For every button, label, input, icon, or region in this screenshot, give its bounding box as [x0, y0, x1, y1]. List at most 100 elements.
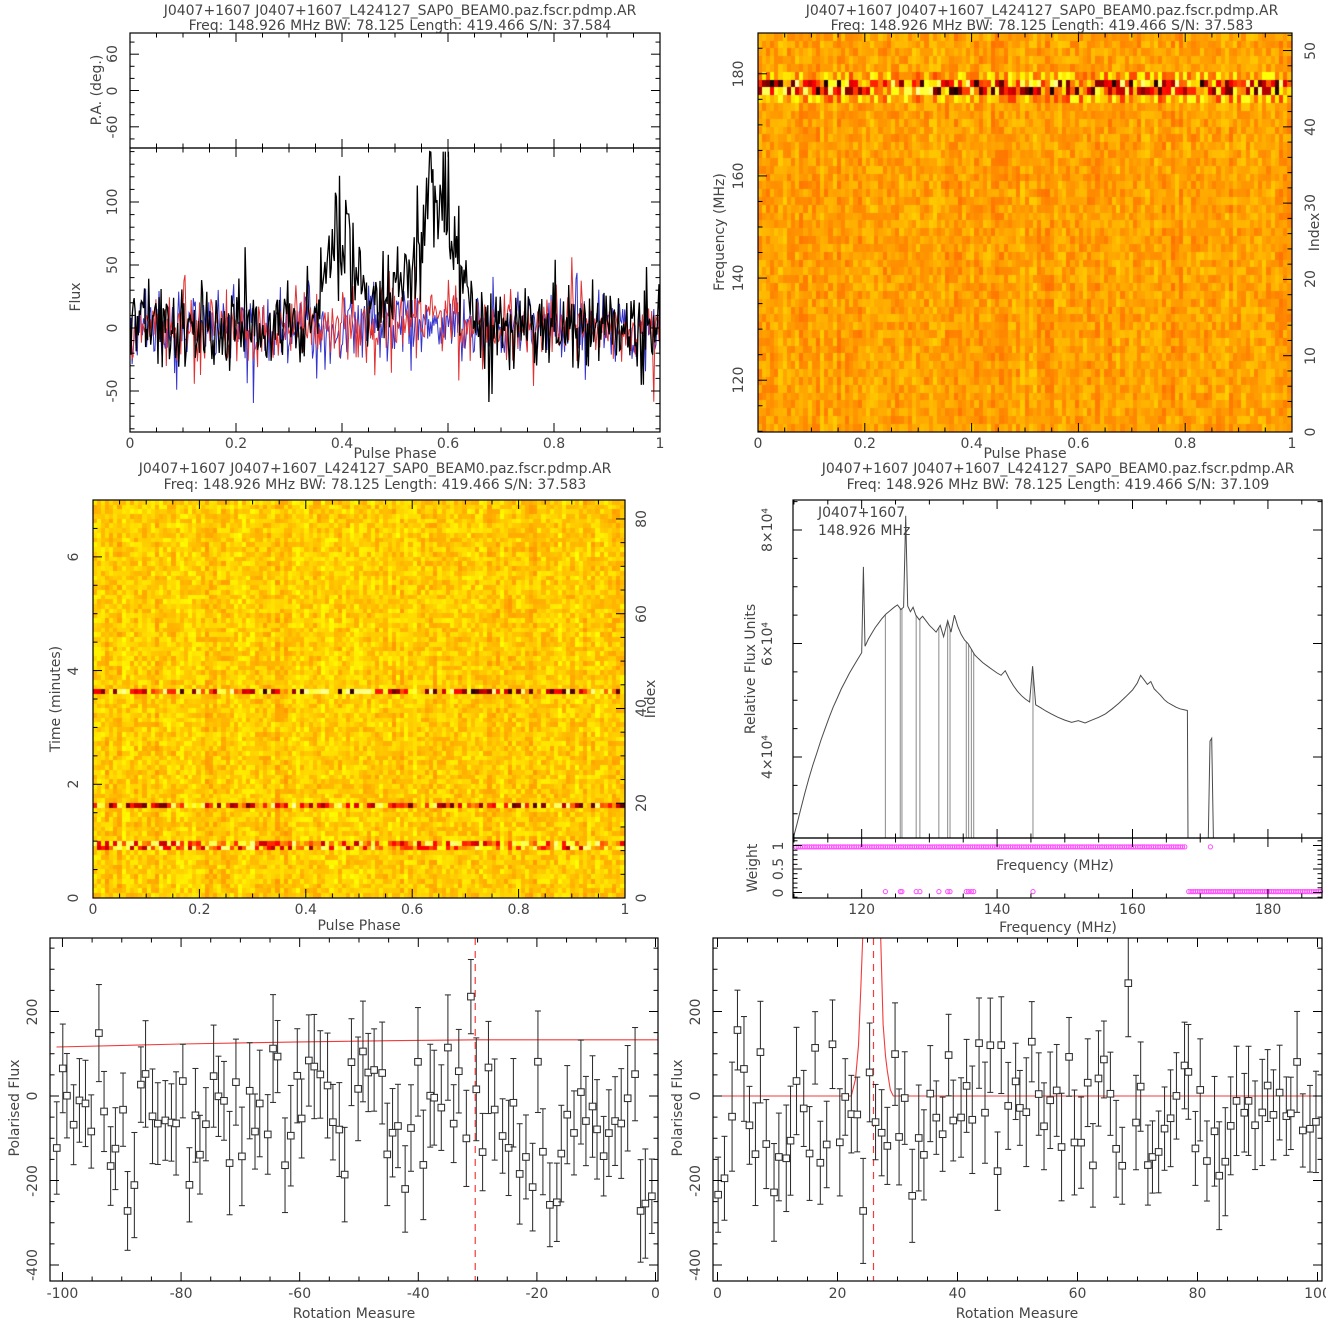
rm-data-point	[1160, 1124, 1169, 1133]
rm-data-point	[1269, 1111, 1278, 1119]
rm-data-point	[605, 1129, 613, 1137]
rm-data-point	[153, 1119, 162, 1128]
tick-label: 200	[688, 998, 704, 1025]
tick-label: 0.6	[436, 436, 460, 452]
rm-data-point	[714, 1190, 722, 1199]
rm-data-point	[1172, 1092, 1181, 1100]
tick-label: 4	[66, 666, 82, 676]
tick-label: 20	[828, 1286, 847, 1302]
rm-data-point	[498, 1132, 507, 1140]
tick-label: 160	[731, 162, 747, 190]
tick-label: 0	[105, 323, 121, 333]
tick-label: 0.8	[1174, 436, 1197, 452]
rm-data-point	[775, 1153, 783, 1161]
tick-label: 1	[655, 436, 665, 452]
rm-left-xaxis-label: Rotation Measure	[292, 1306, 416, 1322]
bandpass-title: J0407+1607 J0407+1607_L424127_SAP0_BEAM0…	[821, 461, 1295, 477]
rm-data-point	[1191, 1144, 1200, 1153]
rm-data-point	[214, 1092, 223, 1101]
tick-label: 40	[948, 1286, 967, 1302]
tick-label: -60	[288, 1286, 312, 1302]
rm-data-point	[1226, 1122, 1235, 1130]
rm-data-point	[762, 1140, 771, 1148]
rm-data-point	[323, 1081, 332, 1090]
rm-data-point	[1011, 1077, 1020, 1086]
tick-label: -100	[46, 1286, 79, 1302]
flux-yaxis-label: Flux	[68, 282, 84, 312]
rm-data-point	[269, 1044, 277, 1053]
rm-model-curve	[56, 1039, 658, 1048]
tick-label: 1	[771, 841, 787, 850]
rm-data-point	[1052, 1086, 1061, 1095]
rm-data-point	[273, 1052, 282, 1061]
rm-data-point	[1298, 1126, 1307, 1135]
rm-data-point	[1004, 1102, 1013, 1110]
tick-label: -20	[525, 1286, 549, 1302]
rm-data-point	[877, 1128, 886, 1137]
rm-data-point	[577, 1088, 585, 1096]
rm-data-point	[1094, 1074, 1103, 1083]
rm-data-point	[1293, 1058, 1301, 1066]
freq-phase-xaxis-label: Pulse Phase	[983, 446, 1067, 462]
rm-data-point	[582, 1117, 590, 1125]
rm-data-point	[281, 1161, 289, 1170]
rm-data-point	[414, 1058, 422, 1066]
tick-label: 60	[1068, 1286, 1087, 1302]
tick-label: 6×10⁴	[760, 621, 776, 666]
weight-frame	[792, 837, 1323, 899]
rm-data-point	[1040, 1122, 1048, 1131]
rm-data-point	[58, 1064, 67, 1073]
rm-data-point	[119, 1105, 127, 1114]
rm-data-point	[792, 1077, 801, 1085]
rm-data-point	[394, 1122, 402, 1130]
tick-label: 0	[688, 1091, 704, 1101]
tick-label: 6	[66, 552, 82, 562]
tick-label: -80	[169, 1286, 193, 1302]
rm-data-point	[179, 1077, 187, 1085]
rm-data-point	[835, 1138, 844, 1147]
rm-data-point	[1070, 1138, 1079, 1147]
rm-data-point	[522, 1153, 530, 1161]
rm-data-point	[799, 1104, 808, 1113]
rm-data-point	[370, 1066, 378, 1074]
tick-label: 0.6	[401, 902, 424, 918]
inset-psr-name: J0407+1607	[818, 505, 906, 521]
tick-label: 0.2	[224, 436, 248, 452]
rm-data-point	[196, 1150, 204, 1159]
rm-data-point	[865, 1068, 874, 1077]
rm-data-point	[636, 1207, 645, 1215]
tick-label: 50	[1303, 41, 1319, 60]
rm-data-point	[238, 1152, 246, 1161]
tick-label: 20	[634, 794, 650, 813]
rm-data-point	[297, 1114, 306, 1123]
rm-data-point	[347, 1058, 356, 1066]
freq-phase-title: J0407+1607 J0407+1607_L424127_SAP0_BEAM0…	[805, 3, 1279, 19]
rm-data-point	[1034, 1090, 1043, 1098]
index-yaxis-label-right: Index	[1307, 212, 1323, 252]
rm-data-point	[454, 1067, 463, 1076]
profile-xaxis-label: Pulse Phase	[353, 446, 437, 462]
rm-data-point	[728, 1112, 736, 1121]
rm-data-point	[1286, 1109, 1295, 1118]
rm-data-point	[1046, 1096, 1055, 1105]
rm-data-point	[720, 1174, 729, 1183]
rm-data-point	[509, 1098, 518, 1107]
tick-label: 0.5	[771, 857, 787, 881]
tick-label: 10	[1303, 346, 1319, 365]
rm-data-point	[539, 1147, 547, 1156]
tick-label: 0	[1303, 427, 1319, 437]
relative-flux-yaxis-label: Relative Flux Units	[743, 603, 759, 735]
rm-data-point	[1112, 1144, 1120, 1153]
rm-data-point	[841, 1093, 850, 1101]
rm-data-point	[478, 1148, 487, 1156]
rm-data-point	[87, 1127, 96, 1136]
rm-data-point	[1166, 1114, 1175, 1123]
rm-data-point	[957, 1113, 965, 1122]
weight-points	[793, 844, 1324, 895]
tick-label: 60	[634, 604, 650, 623]
time-phase-xaxis-label: Pulse Phase	[317, 918, 401, 934]
rm-data-point	[1258, 1108, 1267, 1117]
weight-inside-label: Frequency (MHz)	[996, 858, 1114, 874]
tick-label: 0	[771, 888, 787, 897]
rm_scan_positive-content	[713, 938, 1322, 1281]
